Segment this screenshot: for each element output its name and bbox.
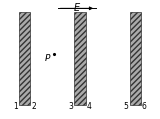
Text: 1: 1 — [13, 102, 18, 111]
Text: 2: 2 — [32, 102, 36, 111]
Bar — [19, 12, 30, 105]
Text: 3: 3 — [68, 102, 73, 111]
Bar — [74, 12, 86, 105]
Text: 5: 5 — [124, 102, 128, 111]
Text: 6: 6 — [142, 102, 147, 111]
Bar — [130, 12, 141, 105]
Text: 4: 4 — [87, 102, 92, 111]
Text: $E$: $E$ — [73, 1, 81, 13]
Text: $P$: $P$ — [44, 52, 52, 63]
